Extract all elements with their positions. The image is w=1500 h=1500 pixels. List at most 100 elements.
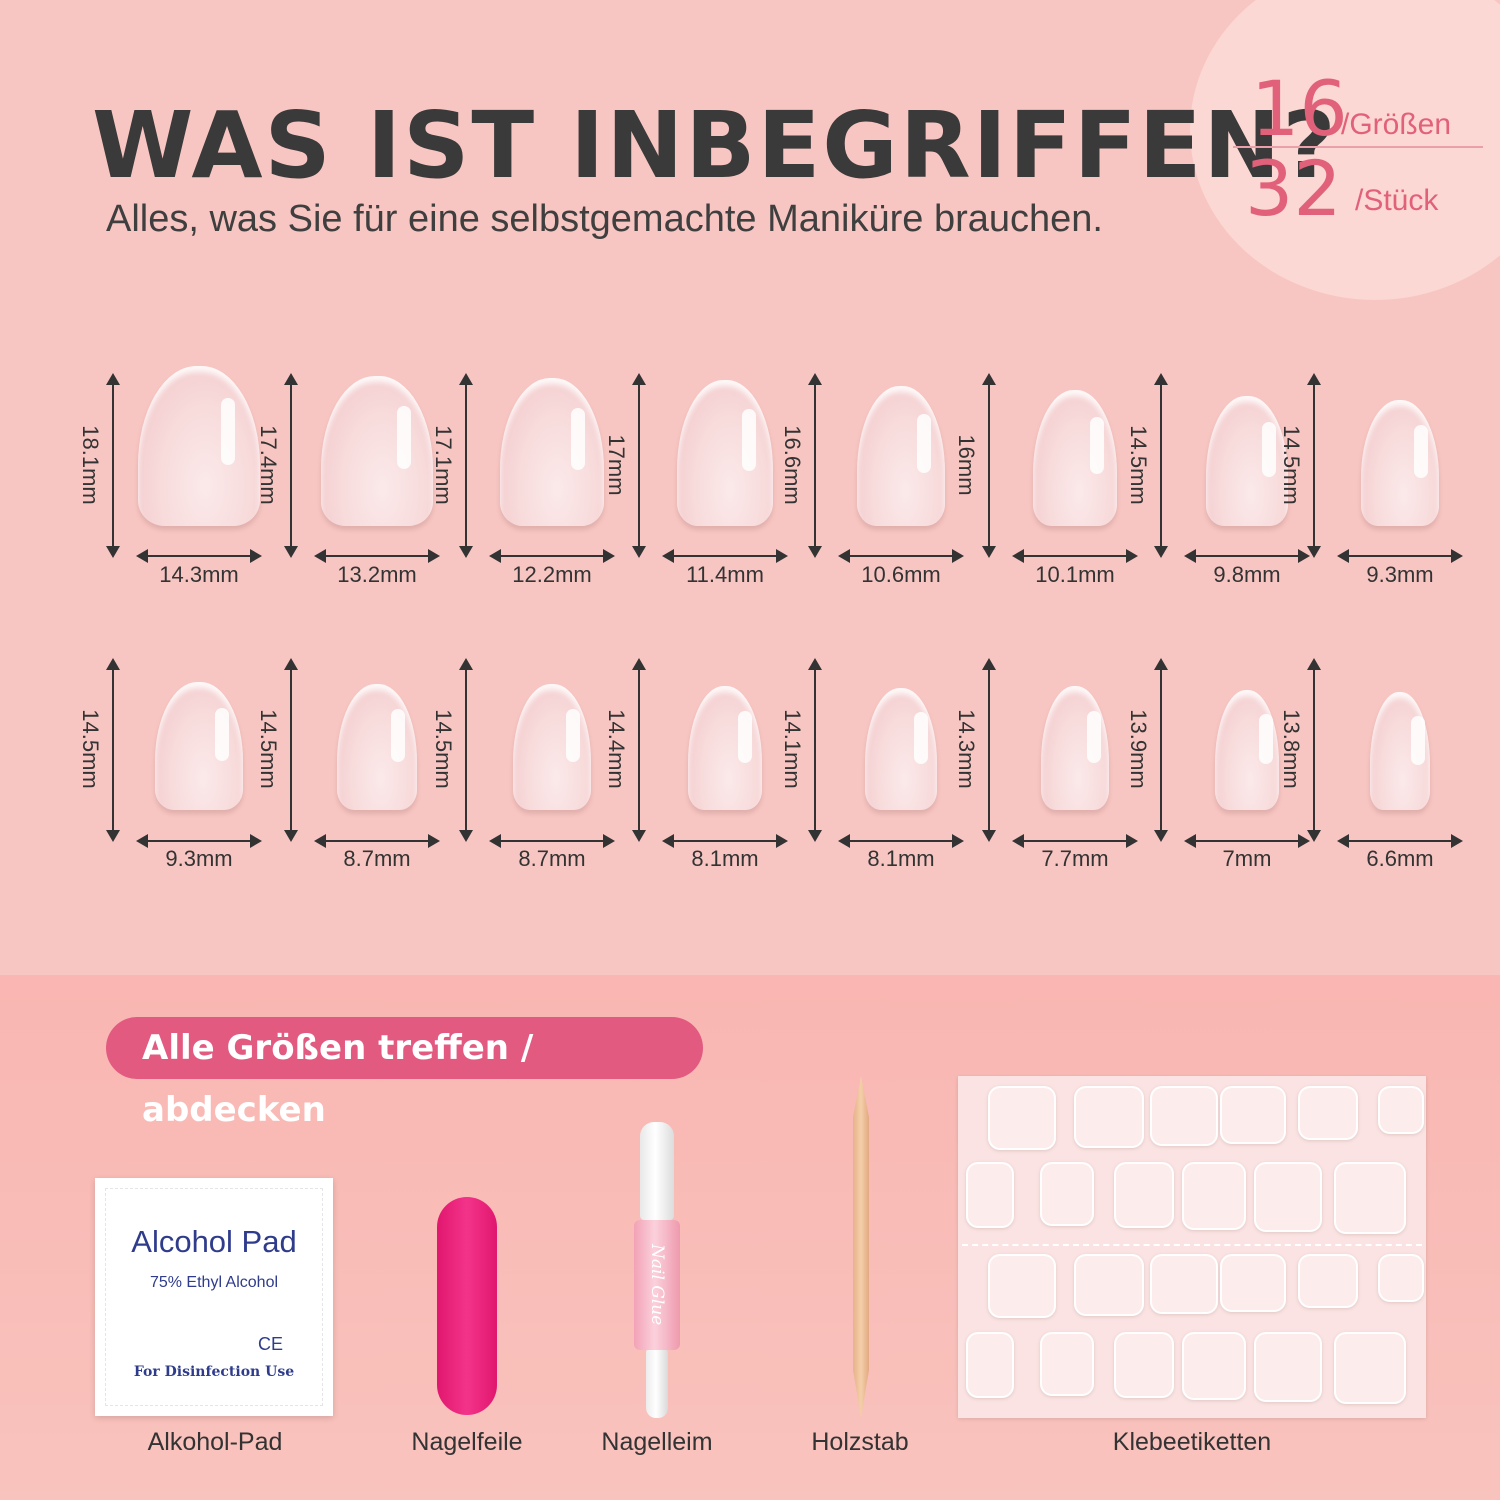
width-label: 8.7mm — [343, 846, 411, 871]
sizes-badge: Alle Größen treffen / abdecken — [106, 1017, 703, 1130]
height-arrow — [982, 373, 996, 558]
pad-title: Alcohol Pad — [131, 1224, 297, 1259]
adhesive-tab — [1114, 1332, 1174, 1398]
nail-shine — [397, 406, 412, 469]
height-arrow — [1154, 373, 1168, 558]
pad-subtitle: 75% Ethyl Alcohol — [149, 1274, 279, 1291]
adhesive-tab — [966, 1332, 1014, 1398]
height-arrow — [1307, 658, 1321, 842]
height-arrow — [284, 373, 298, 558]
adhesive-tab — [1334, 1332, 1406, 1404]
nail-shine — [1090, 417, 1105, 475]
width-label: 7.7mm — [1041, 846, 1109, 871]
nail-shine — [566, 709, 581, 763]
width-arrow — [1012, 549, 1138, 563]
nail-shine — [1087, 710, 1102, 763]
height-arrow — [808, 658, 822, 842]
pad-border — [105, 1188, 323, 1406]
nail-shine — [1414, 425, 1429, 479]
width-arrow — [1337, 549, 1463, 563]
ce-mark: CE — [258, 1334, 284, 1354]
pieces-unit: /Stück — [1355, 184, 1439, 217]
width-arrow — [838, 834, 964, 848]
adhesive-tab — [988, 1254, 1056, 1318]
height-arrow — [284, 658, 298, 842]
count-badge: 16 /Größen 32 /Stück — [1233, 64, 1483, 233]
nail-shine — [1410, 715, 1425, 766]
width-arrow — [838, 549, 964, 563]
label-stickers: Klebeetiketten — [1112, 1428, 1272, 1456]
nail-shine — [1261, 422, 1276, 477]
height-arrow — [1154, 658, 1168, 842]
height-arrow — [808, 373, 822, 558]
adhesive-tab — [1220, 1254, 1286, 1312]
height-label: 14.5mm — [78, 709, 103, 789]
glue-tube — [634, 1220, 680, 1350]
height-label: 14.3mm — [954, 709, 979, 789]
adhesive-tab — [1220, 1086, 1286, 1144]
width-arrow — [314, 549, 440, 563]
height-label: 17.1mm — [431, 424, 456, 505]
width-label: 10.6mm — [861, 562, 941, 587]
nail-shine — [214, 707, 229, 762]
adhesive-tab — [1182, 1162, 1246, 1230]
label-wooden-stick: Holzstab — [811, 1428, 909, 1456]
height-arrow — [106, 373, 120, 558]
width-label: 9.3mm — [165, 846, 233, 871]
width-label: 12.2mm — [512, 562, 592, 587]
sheet-perforation — [962, 1244, 1422, 1246]
nail-shine — [913, 712, 928, 764]
adhesive-tab — [1378, 1254, 1424, 1302]
width-arrow — [1184, 549, 1310, 563]
adhesive-tab — [988, 1086, 1056, 1150]
adhesive-tab — [1074, 1254, 1144, 1316]
nail-file-image — [437, 1197, 497, 1415]
page-subtitle: Alles, was Sie für eine selbstgemachte M… — [106, 198, 1103, 240]
adhesive-tab — [1298, 1086, 1358, 1140]
height-label: 14.5mm — [1279, 424, 1304, 505]
adhesive-tab — [966, 1162, 1014, 1228]
sizes-unit: /Größen — [1341, 108, 1452, 141]
width-label: 9.3mm — [1366, 562, 1434, 587]
adhesive-tab — [1334, 1162, 1406, 1234]
sizes-number: 16 — [1251, 64, 1348, 153]
counter-divider — [1233, 146, 1483, 148]
alcohol-pad-image: Alcohol Pad 75% Ethyl Alcohol CE For Dis… — [95, 1178, 333, 1416]
height-arrow — [632, 658, 646, 842]
adhesive-tab — [1254, 1162, 1322, 1232]
height-label: 18.1mm — [78, 424, 103, 505]
nail-shine — [1258, 714, 1273, 765]
width-arrow — [1337, 834, 1463, 848]
width-arrow — [314, 834, 440, 848]
nail-shine — [570, 407, 585, 470]
height-arrow — [632, 373, 646, 558]
label-nail-file: Nagelfeile — [411, 1428, 523, 1456]
label-alcohol-pad: Alkohol-Pad — [147, 1428, 283, 1456]
adhesive-tab — [1150, 1086, 1218, 1146]
nail-shape — [500, 378, 604, 526]
height-label: 17mm — [604, 433, 629, 496]
height-arrow — [459, 658, 473, 842]
width-label: 14.3mm — [159, 562, 239, 587]
glue-cap — [640, 1122, 674, 1220]
nail-shape — [138, 366, 260, 526]
width-arrow — [489, 834, 615, 848]
height-label: 13.8mm — [1279, 709, 1304, 789]
width-arrow — [662, 549, 788, 563]
width-label: 8.7mm — [518, 846, 586, 871]
width-label: 10.1mm — [1035, 562, 1115, 587]
page-title: WAS IST INBEGRIFFEN? — [92, 92, 1338, 199]
height-arrow — [106, 658, 120, 842]
height-label: 13.9mm — [1126, 709, 1151, 789]
width-label: 11.4mm — [686, 562, 764, 587]
height-arrow — [459, 373, 473, 558]
nail-shine — [220, 398, 235, 466]
height-label: 17.4mm — [256, 424, 281, 505]
height-arrow — [982, 658, 996, 842]
height-label: 14.5mm — [1126, 424, 1151, 505]
width-arrow — [1012, 834, 1138, 848]
adhesive-tab — [1074, 1086, 1144, 1148]
nail-shine — [391, 709, 406, 763]
nail-shape — [321, 376, 433, 526]
height-label: 14.1mm — [780, 709, 805, 789]
